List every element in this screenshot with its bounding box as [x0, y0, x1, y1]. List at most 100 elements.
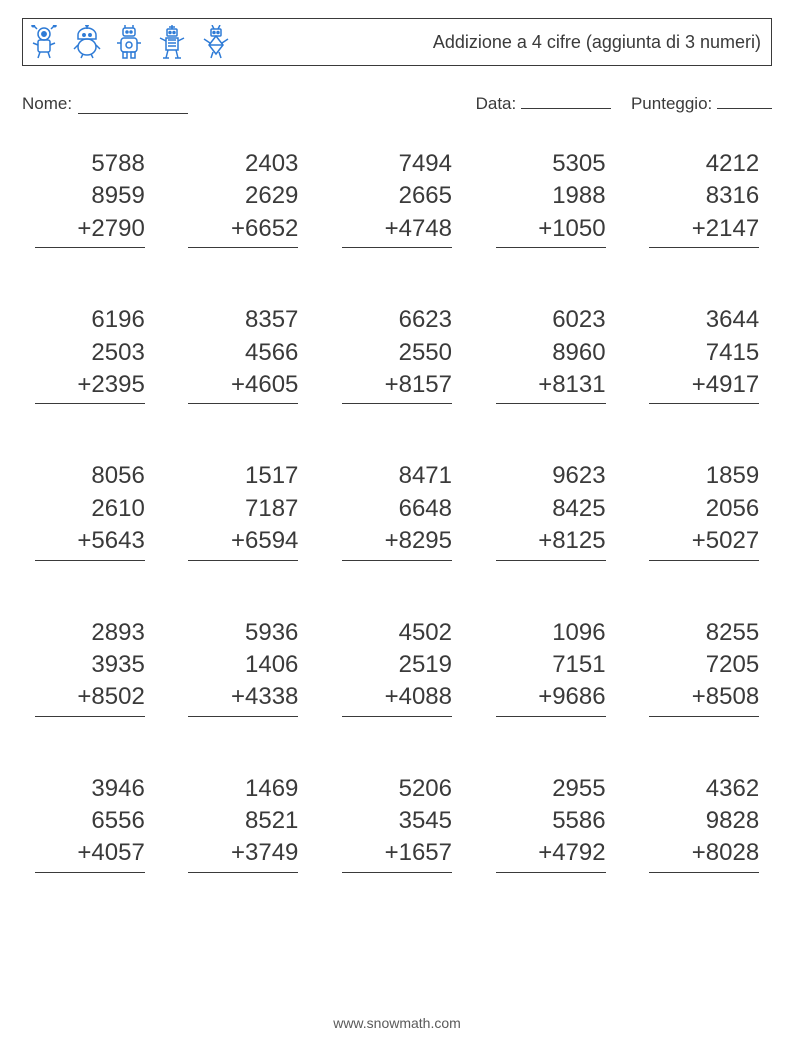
- addition-problem: 53051988+1050: [496, 148, 606, 248]
- addend-3-with-operator: +3749: [188, 837, 298, 872]
- addition-problem: 57888959+2790: [35, 148, 145, 248]
- addend-3-with-operator: +1050: [496, 213, 606, 248]
- addition-problem: 66232550+8157: [342, 304, 452, 404]
- addition-problem: 96238425+8125: [496, 460, 606, 560]
- addend-2: 2629: [188, 180, 298, 212]
- addend-2: 7151: [496, 649, 606, 681]
- addend-2: 8960: [496, 337, 606, 369]
- addend-1: 8255: [649, 617, 759, 649]
- addend-1: 4362: [649, 773, 759, 805]
- addend-2: 7415: [649, 337, 759, 369]
- addend-1: 9623: [496, 460, 606, 492]
- addition-problem: 43629828+8028: [649, 773, 759, 873]
- addend-3-with-operator: +8502: [35, 681, 145, 716]
- addition-problem: 60238960+8131: [496, 304, 606, 404]
- addend-2: 2610: [35, 493, 145, 525]
- addend-3-with-operator: +4605: [188, 369, 298, 404]
- addend-2: 8959: [35, 180, 145, 212]
- addend-2: 7187: [188, 493, 298, 525]
- addition-problem: 39466556+4057: [35, 773, 145, 873]
- addend-2: 2519: [342, 649, 452, 681]
- addend-2: 8521: [188, 805, 298, 837]
- robot-3-icon: [115, 25, 143, 59]
- addend-1: 8357: [188, 304, 298, 336]
- addend-1: 4502: [342, 617, 452, 649]
- problems-grid: 57888959+2790 24032629+6652 74942665+4748 5…: [22, 148, 772, 873]
- addition-problem: 29555586+4792: [496, 773, 606, 873]
- addend-3-with-operator: +4057: [35, 837, 145, 872]
- meta-row: Nome: Data: Punteggio:: [22, 94, 772, 114]
- date-blank[interactable]: [521, 108, 611, 109]
- addend-3-with-operator: +6652: [188, 213, 298, 248]
- addition-problem: 74942665+4748: [342, 148, 452, 248]
- meta-score: Punteggio:: [631, 94, 772, 114]
- addend-1: 8471: [342, 460, 452, 492]
- header-box: Addizione a 4 cifre (aggiunta di 3 numer…: [22, 18, 772, 66]
- addend-1: 1469: [188, 773, 298, 805]
- name-blank[interactable]: [78, 94, 188, 114]
- addend-1: 4212: [649, 148, 759, 180]
- addend-1: 6623: [342, 304, 452, 336]
- addend-1: 2403: [188, 148, 298, 180]
- footer-url: www.snowmath.com: [0, 1015, 794, 1031]
- worksheet-page: Addizione a 4 cifre (aggiunta di 3 numer…: [0, 0, 794, 1053]
- addend-2: 8425: [496, 493, 606, 525]
- addend-1: 3946: [35, 773, 145, 805]
- addend-1: 5936: [188, 617, 298, 649]
- addition-problem: 14698521+3749: [188, 773, 298, 873]
- addend-1: 1096: [496, 617, 606, 649]
- addend-2: 3545: [342, 805, 452, 837]
- addition-problem: 83574566+4605: [188, 304, 298, 404]
- meta-date: Data:: [476, 94, 611, 114]
- addend-2: 7205: [649, 649, 759, 681]
- addition-problem: 42128316+2147: [649, 148, 759, 248]
- addend-1: 7494: [342, 148, 452, 180]
- addend-3-with-operator: +2395: [35, 369, 145, 404]
- addend-2: 1406: [188, 649, 298, 681]
- addend-1: 6023: [496, 304, 606, 336]
- score-blank[interactable]: [717, 108, 772, 109]
- header-icons: [29, 25, 231, 59]
- addend-1: 5788: [35, 148, 145, 180]
- addend-3-with-operator: +4792: [496, 837, 606, 872]
- addend-3-with-operator: +9686: [496, 681, 606, 716]
- addition-problem: 80562610+5643: [35, 460, 145, 560]
- addend-3-with-operator: +4917: [649, 369, 759, 404]
- robot-2-icon: [73, 25, 101, 59]
- addend-1: 5305: [496, 148, 606, 180]
- addition-problem: 24032629+6652: [188, 148, 298, 248]
- addend-3-with-operator: +5027: [649, 525, 759, 560]
- robot-5-icon: [201, 25, 231, 59]
- robot-1-icon: [29, 25, 59, 59]
- meta-right: Data: Punteggio:: [476, 94, 772, 114]
- addition-problem: 52063545+1657: [342, 773, 452, 873]
- addition-problem: 18592056+5027: [649, 460, 759, 560]
- addend-3-with-operator: +6594: [188, 525, 298, 560]
- addend-3-with-operator: +8131: [496, 369, 606, 404]
- addition-problem: 84716648+8295: [342, 460, 452, 560]
- addend-2: 2056: [649, 493, 759, 525]
- addend-3-with-operator: +4338: [188, 681, 298, 716]
- addend-2: 9828: [649, 805, 759, 837]
- meta-name: Nome:: [22, 94, 188, 114]
- addend-3-with-operator: +4748: [342, 213, 452, 248]
- addend-1: 2955: [496, 773, 606, 805]
- addend-2: 4566: [188, 337, 298, 369]
- addend-2: 2503: [35, 337, 145, 369]
- robot-4-icon: [157, 25, 187, 59]
- addend-3-with-operator: +1657: [342, 837, 452, 872]
- addition-problem: 15177187+6594: [188, 460, 298, 560]
- addend-3-with-operator: +2790: [35, 213, 145, 248]
- addition-problem: 61962503+2395: [35, 304, 145, 404]
- addend-3-with-operator: +8157: [342, 369, 452, 404]
- worksheet-title: Addizione a 4 cifre (aggiunta di 3 numer…: [433, 32, 761, 53]
- addend-2: 2550: [342, 337, 452, 369]
- addend-2: 3935: [35, 649, 145, 681]
- addition-problem: 36447415+4917: [649, 304, 759, 404]
- addition-problem: 45022519+4088: [342, 617, 452, 717]
- addend-1: 1859: [649, 460, 759, 492]
- addend-3-with-operator: +8295: [342, 525, 452, 560]
- addition-problem: 28933935+8502: [35, 617, 145, 717]
- addend-1: 3644: [649, 304, 759, 336]
- addend-2: 6648: [342, 493, 452, 525]
